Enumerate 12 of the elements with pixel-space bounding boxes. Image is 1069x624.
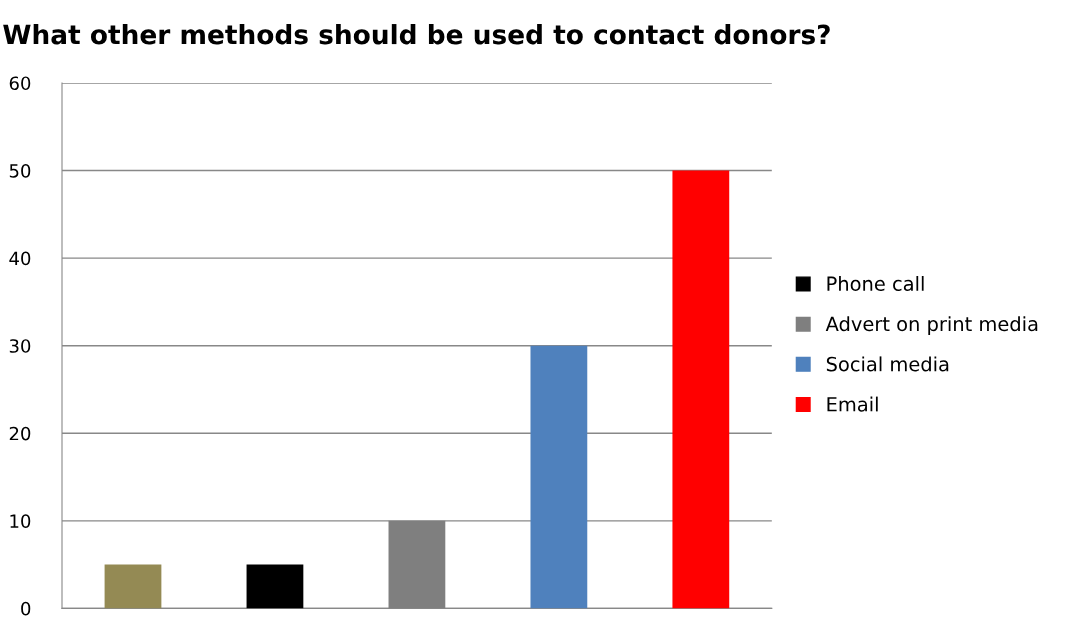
y-tick-label: 40 xyxy=(9,251,31,266)
y-tick-label: 60 xyxy=(9,76,31,91)
y-tick-label: 50 xyxy=(9,164,31,178)
legend-label: Email xyxy=(827,396,878,412)
y-tick-label: 20 xyxy=(9,426,31,441)
chart-title: What other methods should be used to contact donors? xyxy=(3,24,830,45)
y-tick-label: 30 xyxy=(9,339,31,353)
y-tick-label: 10 xyxy=(10,514,31,528)
legend-label: Advert on print media xyxy=(825,316,1038,335)
y-tick-label: 0 xyxy=(21,601,31,616)
legend-label: Social media xyxy=(826,356,949,372)
legend-label: Phone call xyxy=(827,275,924,292)
